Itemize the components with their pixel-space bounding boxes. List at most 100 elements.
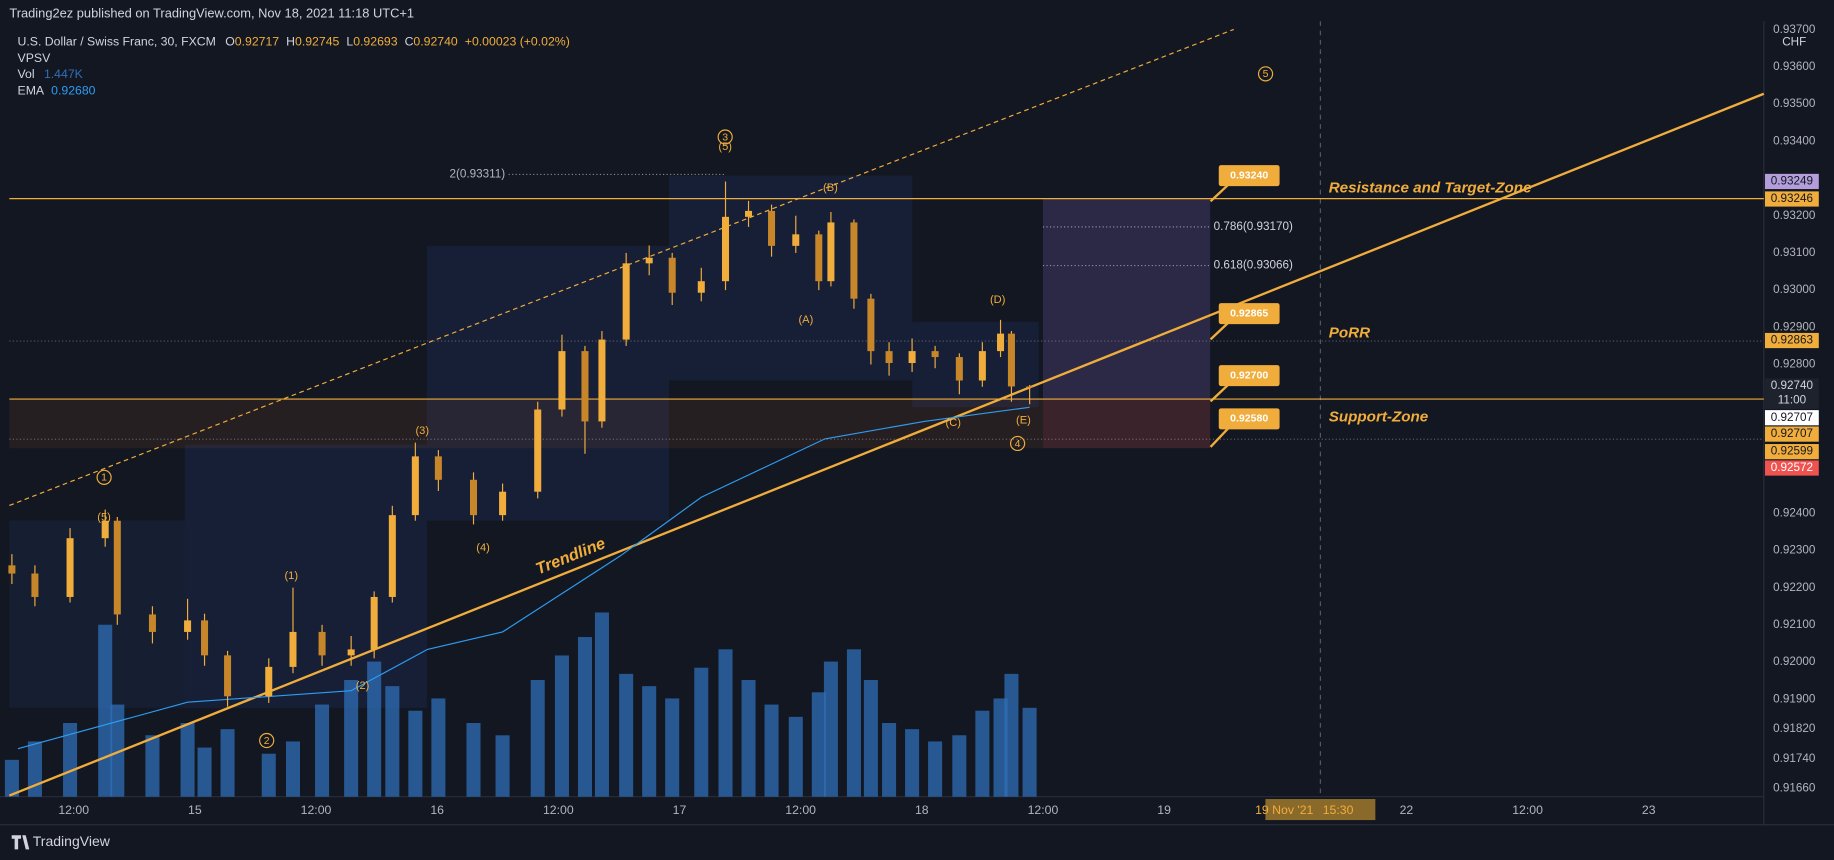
- callout-box: [1218, 408, 1280, 430]
- crosshair-time: 15:30: [1323, 803, 1354, 817]
- zone-label: Support-Zone: [1329, 409, 1429, 426]
- y-tick-label: 0.92900: [1773, 320, 1816, 333]
- volume-bar: [285, 741, 301, 797]
- y-tick-label: 0.92800: [1773, 358, 1816, 371]
- volume-bar: [863, 680, 878, 797]
- wave-label: (A): [798, 314, 813, 326]
- support-band: [9, 399, 1043, 449]
- volume-bar: [180, 722, 195, 797]
- candle-body: [499, 491, 507, 516]
- x-tick-label: 17: [673, 803, 687, 817]
- fib-label: 0.786(0.93170): [1214, 220, 1293, 233]
- x-tick-label: 16: [430, 803, 444, 817]
- candle-body: [113, 520, 121, 615]
- wave-label: (3): [415, 425, 429, 437]
- candle-body: [622, 263, 630, 340]
- wave-label: 4: [1015, 438, 1021, 450]
- x-tick-label: 15: [188, 803, 202, 817]
- y-tick-label: 0.91820: [1773, 722, 1816, 735]
- price-tag-label: 0.92707: [1771, 411, 1813, 424]
- ohlc-key: O: [225, 35, 235, 49]
- candle-body: [411, 456, 419, 516]
- volume-bar: [98, 624, 113, 797]
- volume-bar: [431, 698, 446, 797]
- wave-label: (5): [718, 141, 732, 153]
- change: +0.00023 (+0.02%): [465, 35, 570, 49]
- wave-label: (2): [356, 680, 370, 692]
- volume-bar: [315, 704, 330, 797]
- wave-label: (4): [476, 542, 490, 554]
- ohlc-key: H: [286, 35, 295, 49]
- indicator: VPSV: [18, 51, 52, 65]
- wave-circle: [259, 732, 275, 749]
- legend-main: U.S. Dollar / Swiss Franc, 30, FXCM O 0.92…: [18, 35, 570, 49]
- indicator-name: Vol: [18, 67, 35, 81]
- symbol: U.S. Dollar / Swiss Franc, 30, FXCM: [18, 35, 216, 49]
- y-tick-label: 0.93000: [1773, 283, 1816, 296]
- candle-body: [388, 515, 396, 597]
- x-tick-label: 12:00: [301, 803, 332, 817]
- profile-box: [912, 321, 1039, 408]
- indicator-value: 0.92680: [51, 84, 96, 98]
- volume-bar: [882, 722, 897, 797]
- candle-body: [289, 631, 297, 667]
- price-tag-label: 0.92863: [1771, 334, 1813, 347]
- y-tick-label: 0.93100: [1773, 246, 1816, 259]
- price-tag: [1764, 460, 1819, 476]
- candle-body: [598, 339, 606, 422]
- candle-body: [768, 210, 776, 246]
- callout-label: 0.92700: [1230, 369, 1268, 381]
- volume-bar: [993, 698, 1008, 797]
- candle-body: [931, 351, 939, 358]
- candle-body: [668, 257, 676, 293]
- price-tag-sub: 11:00: [1778, 393, 1807, 406]
- volume-bar: [905, 729, 920, 797]
- ema-line: [17, 406, 1030, 750]
- price-tag-label: 0.92740: [1771, 379, 1814, 392]
- volume-bar: [495, 735, 510, 797]
- y-tick-label: 0.92000: [1773, 655, 1816, 668]
- candle-body: [370, 596, 378, 650]
- price-tag: [1764, 173, 1819, 190]
- callout-box: [1218, 365, 1280, 387]
- candle-body: [867, 298, 875, 352]
- ohlc-value: 0.92693: [353, 35, 398, 49]
- channel-line: [9, 28, 1234, 507]
- candle-body: [534, 409, 542, 492]
- volume-bar: [63, 722, 78, 797]
- candle-body: [347, 649, 355, 656]
- currency: CHF: [1782, 35, 1806, 48]
- indicator-name: EMA: [18, 84, 45, 98]
- x-tick-label: 12:00: [1512, 803, 1543, 817]
- wave-label: (C): [946, 417, 962, 429]
- y-tick-label: 0.92200: [1773, 581, 1816, 594]
- stop-zone: [1042, 399, 1211, 449]
- y-tick-label: 0.92400: [1773, 506, 1816, 519]
- volume-bar: [1004, 673, 1019, 797]
- x-tick-label: 12:00: [58, 803, 89, 817]
- volume-bar: [619, 673, 634, 797]
- y-tick-label: 0.91900: [1773, 692, 1816, 705]
- volume-bar: [197, 747, 212, 797]
- callout-box: [1218, 165, 1280, 187]
- ohlc-value: 0.92740: [413, 35, 458, 49]
- candle-body: [434, 456, 442, 480]
- y-tick-label: 0.92100: [1773, 618, 1816, 631]
- price-tag-label: 0.93249: [1771, 175, 1813, 188]
- volume-bar: [718, 649, 733, 797]
- indicator: Vol 1.447K: [18, 67, 84, 81]
- wave-circle: [96, 469, 112, 485]
- profile-box: [426, 245, 670, 521]
- candle-body: [978, 351, 986, 381]
- volume-bar: [952, 735, 967, 797]
- logo-icon: [11, 835, 30, 850]
- volume-bar: [1022, 707, 1037, 797]
- volume-bar: [788, 716, 803, 797]
- y-tick-label: 0.93600: [1773, 60, 1816, 73]
- volume-bar: [764, 704, 779, 797]
- candle-body: [224, 655, 232, 697]
- candle-body: [885, 351, 893, 364]
- candle-body: [722, 216, 730, 282]
- volume-bar: [577, 637, 592, 797]
